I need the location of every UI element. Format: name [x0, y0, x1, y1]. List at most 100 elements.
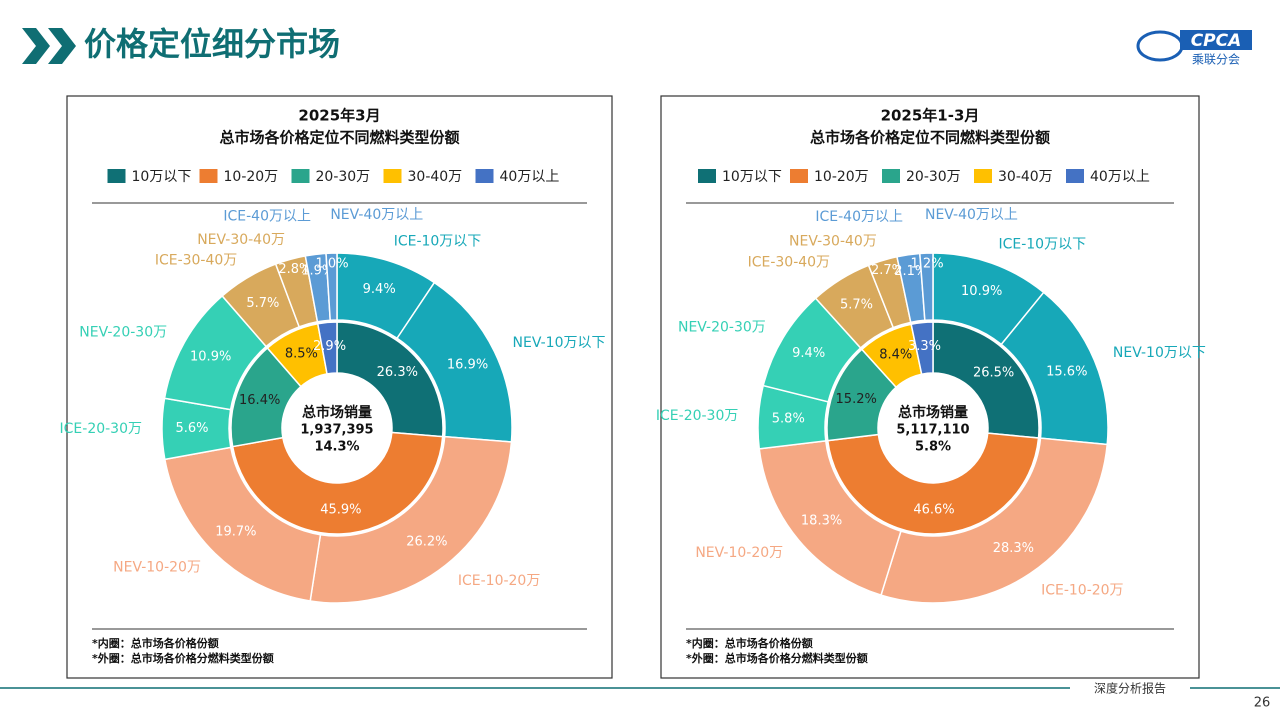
- center-text: 总市场销量: [302, 404, 372, 421]
- outer-value-label: 1.9%: [301, 264, 334, 279]
- outer-name-label: ICE-40万以上: [815, 209, 903, 225]
- outer-segment: [919, 252, 934, 322]
- outer-value-label: 9.4%: [792, 346, 825, 361]
- outer-name-label: NEV-10-20万: [113, 560, 201, 576]
- logo-sub: 乘联分会: [1192, 53, 1240, 67]
- page-number: 26: [1254, 696, 1271, 711]
- inner-segment: [336, 321, 444, 438]
- outer-name-label: NEV-30-40万: [197, 232, 285, 248]
- outer-value-label: 9.4%: [363, 282, 396, 297]
- chart-title: 2025年1-3月: [881, 107, 980, 125]
- legend-swatch: [107, 169, 126, 183]
- outer-value-label: 26.2%: [406, 534, 447, 549]
- outer-name-label: NEV-30-40万: [789, 233, 877, 249]
- legend-swatch: [882, 169, 900, 183]
- legend-label: 20-30万: [316, 169, 371, 185]
- outer-name-label: ICE-20-30万: [656, 408, 738, 424]
- inner-value-label: 8.5%: [285, 347, 318, 362]
- footer-text: 深度分析报告: [1094, 681, 1166, 696]
- center-text: 5,117,110: [896, 423, 969, 438]
- panel: [66, 95, 613, 679]
- inner-segment: [910, 321, 934, 376]
- outer-name-label: ICE-20-30万: [60, 421, 142, 437]
- legend-label: 40万以上: [1090, 169, 1150, 185]
- inner-value-label: 45.9%: [320, 502, 361, 517]
- inner-value-label: 26.5%: [973, 365, 1014, 380]
- chart-title: 2025年3月: [298, 107, 380, 125]
- outer-name-label: ICE-10-20万: [1041, 582, 1123, 598]
- outer-value-label: 10.9%: [190, 349, 231, 364]
- outer-segment: [325, 252, 338, 322]
- outer-name-label: NEV-40万以上: [330, 207, 423, 223]
- outer-name-label: ICE-40万以上: [223, 209, 311, 225]
- legend-swatch: [199, 169, 218, 183]
- center-text: 1,937,395: [300, 423, 373, 438]
- inner-value-label: 16.4%: [239, 393, 280, 408]
- center-text: 14.3%: [314, 440, 359, 455]
- outer-name-label: NEV-10万以下: [1113, 345, 1206, 361]
- inner-value-label: 2.9%: [313, 339, 346, 354]
- outer-value-label: 1.0%: [316, 257, 349, 272]
- outer-name-label: ICE-30-40万: [155, 252, 237, 268]
- note: *外圈：总市场各价格分燃料类型份额: [92, 651, 274, 665]
- outer-name-label: ICE-10-20万: [458, 573, 540, 589]
- outer-segment: [309, 435, 513, 604]
- inner-segment: [826, 432, 1040, 535]
- inner-segment: [231, 431, 444, 535]
- page-title: 价格定位细分市场: [84, 25, 340, 63]
- legend-swatch: [790, 169, 808, 183]
- chart-title: 总市场各价格定位不同燃料类型份额: [219, 129, 459, 147]
- logo: CPCA: [1191, 31, 1242, 51]
- outer-value-label: 28.3%: [993, 541, 1034, 556]
- outer-name-label: NEV-20-30万: [678, 320, 766, 336]
- panel: [660, 95, 1200, 679]
- outer-value-label: 19.7%: [215, 524, 256, 539]
- note: *内圈：总市场各价格份额: [686, 636, 813, 650]
- outer-name-label: NEV-10万以下: [513, 335, 606, 351]
- inner-segment: [932, 321, 1040, 439]
- legend-swatch: [698, 169, 716, 183]
- legend-label: 10万以下: [722, 169, 782, 185]
- outer-value-label: 2.8%: [278, 262, 311, 277]
- outer-value-label: 5.7%: [840, 297, 873, 312]
- outer-value-label: 16.9%: [447, 357, 488, 372]
- outer-value-label: 2.7%: [871, 263, 904, 278]
- outer-name-label: ICE-10万以下: [394, 233, 482, 249]
- legend-swatch: [291, 169, 310, 183]
- note: *外圈：总市场各价格分燃料类型份额: [686, 651, 868, 665]
- legend-label: 10-20万: [224, 169, 279, 185]
- legend-label: 40万以上: [500, 169, 560, 185]
- outer-segment: [880, 437, 1109, 604]
- logo-mark: [1136, 30, 1184, 62]
- inner-value-label: 46.6%: [913, 502, 954, 517]
- outer-value-label: 15.6%: [1046, 365, 1087, 380]
- outer-value-label: 5.8%: [772, 411, 805, 426]
- legend-label: 30-40万: [998, 169, 1053, 185]
- inner-value-label: 8.4%: [879, 347, 912, 362]
- legend-swatch: [974, 169, 992, 183]
- outer-value-label: 10.9%: [961, 284, 1002, 299]
- legend-label: 20-30万: [906, 169, 961, 185]
- center-text: 5.8%: [915, 440, 951, 455]
- legend-label: 10万以下: [132, 169, 192, 185]
- chart-title: 总市场各价格定位不同燃料类型份额: [810, 129, 1050, 147]
- outer-name-label: NEV-20-30万: [79, 324, 167, 340]
- outer-value-label: 1.2%: [911, 257, 944, 272]
- outer-name-label: NEV-10-20万: [695, 545, 783, 561]
- legend-swatch: [1066, 169, 1084, 183]
- inner-value-label: 3.3%: [908, 339, 941, 354]
- legend-label: 10-20万: [814, 169, 869, 185]
- outer-value-label: 18.3%: [801, 513, 842, 528]
- outer-name-label: NEV-40万以上: [925, 207, 1018, 223]
- inner-value-label: 26.3%: [377, 365, 418, 380]
- outer-value-label: 2.1%: [894, 264, 927, 279]
- outer-name-label: ICE-30-40万: [748, 254, 830, 270]
- outer-name-label: ICE-10万以下: [998, 236, 1086, 252]
- note: *内圈：总市场各价格份额: [92, 636, 219, 650]
- legend-label: 30-40万: [408, 169, 463, 185]
- legend-swatch: [383, 169, 402, 183]
- outer-value-label: 5.7%: [246, 296, 279, 311]
- inner-segment: [316, 321, 338, 375]
- outer-value-label: 5.6%: [175, 421, 208, 436]
